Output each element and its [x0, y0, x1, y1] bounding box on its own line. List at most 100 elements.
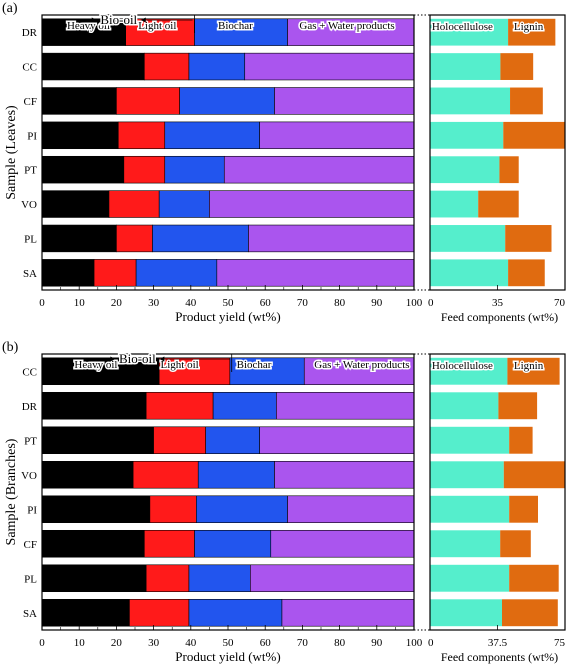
bar-biochar-cc	[188, 52, 246, 81]
bar-biochar-vo	[158, 190, 210, 218]
bar-gas-water-products-vo	[274, 460, 415, 489]
x-axis-label: Product yield (wt%)	[175, 309, 280, 324]
bar-lignin-cf	[500, 530, 531, 558]
bar-heavy-oil-pl	[41, 224, 117, 253]
series-label: Biochar	[218, 20, 253, 32]
series-label: Heavy oil	[74, 359, 117, 371]
bar-holocellulose-vo	[430, 190, 479, 218]
bar-light-oil-sa	[129, 598, 190, 627]
bar-heavy-oil-pl	[41, 564, 147, 593]
bar-light-oil-sa	[93, 259, 137, 287]
bar-gas-water-products-vo	[209, 190, 415, 218]
bar-heavy-oil-pi	[41, 495, 151, 524]
series-label: Biochar	[237, 359, 272, 371]
x-axis-label: Product yield (wt%)	[175, 649, 280, 664]
bar-lignin-cc	[507, 357, 560, 385]
bar-light-oil-pl	[116, 224, 153, 253]
y-axis-label: Sample (Leaves)	[4, 105, 19, 200]
x-tick-label: 90	[371, 297, 383, 309]
bar-holocellulose-dr	[430, 392, 499, 420]
bar-biochar-dr	[212, 391, 277, 420]
bar-heavy-oil-pt	[41, 426, 154, 455]
bar-light-oil-vo	[108, 190, 160, 218]
x-tick-label: 75	[554, 637, 566, 649]
x-tick-label: 70	[297, 637, 309, 649]
x-tick-label: 60	[260, 297, 272, 309]
x-tick-label: 100	[406, 297, 423, 309]
bar-lignin-pl	[509, 564, 559, 592]
x-tick-label: 30	[148, 297, 160, 309]
category-label: PT	[24, 165, 37, 177]
bar-lignin-cc	[500, 53, 534, 80]
x-axis-label: Feed components (wt%)	[441, 650, 558, 664]
panel-label: (a)	[2, 1, 18, 16]
bar-heavy-oil-sa	[41, 598, 130, 627]
category-label: CC	[22, 366, 37, 378]
x-tick-label: 10	[74, 297, 86, 309]
bar-gas-water-products-pl	[250, 564, 415, 593]
category-label: PI	[27, 130, 37, 142]
x-tick-label: 60	[260, 637, 272, 649]
bar-gas-water-products-cc	[244, 52, 415, 81]
x-tick-label: 100	[406, 637, 423, 649]
bar-gas-water-products-dr	[287, 18, 415, 46]
bar-holocellulose-pi	[430, 121, 504, 149]
x-tick-label: 0	[39, 637, 45, 649]
x-tick-label: 20	[111, 297, 123, 309]
bar-holocellulose-dr	[430, 18, 509, 46]
bar-holocellulose-cf	[430, 530, 501, 558]
bar-biochar-cc	[229, 357, 305, 386]
bar-holocellulose-cc	[430, 357, 508, 385]
category-label: CF	[24, 539, 37, 551]
bar-lignin-pl	[505, 225, 552, 252]
bar-lignin-pi	[509, 495, 538, 523]
bar-holocellulose-sa	[430, 599, 502, 627]
bar-biochar-sa	[135, 259, 218, 287]
bar-gas-water-products-sa	[216, 259, 415, 287]
bar-lignin-sa	[508, 259, 545, 287]
series-label: Gas + Water products	[314, 359, 409, 371]
arrow-head	[110, 356, 116, 362]
x-tick-label: 30	[148, 637, 160, 649]
x-tick-label: 80	[334, 297, 346, 309]
bar-heavy-oil-dr	[41, 391, 147, 420]
bar-holocellulose-pt	[430, 426, 510, 454]
bar-lignin-dr	[508, 18, 556, 46]
bar-biochar-cf	[194, 529, 272, 558]
x-tick-label: 70	[297, 297, 309, 309]
x-tick-label: 0	[39, 297, 45, 309]
series-label: Light oil	[138, 20, 176, 32]
bar-biochar-sa	[188, 598, 283, 627]
bar-gas-water-products-pi	[259, 121, 415, 150]
bar-heavy-oil-cc	[41, 52, 145, 81]
x-tick-label: 20	[111, 637, 123, 649]
bar-gas-water-products-cf	[274, 87, 415, 115]
series-label: Gas + Water products	[299, 20, 394, 32]
panel-label: (b)	[2, 340, 19, 355]
bar-gas-water-products-pl	[248, 224, 415, 253]
bar-biochar-pl	[152, 224, 249, 253]
category-label: VO	[21, 470, 37, 482]
bar-light-oil-cc	[158, 357, 231, 386]
x-tick-label: 70	[554, 297, 566, 309]
bar-biochar-pt	[205, 426, 260, 455]
bar-heavy-oil-vo	[41, 190, 110, 218]
bar-biochar-pi	[164, 121, 260, 150]
x-tick-label: 50	[223, 297, 235, 309]
series-label: Heavy oil	[67, 20, 110, 32]
bar-holocellulose-pt	[430, 156, 500, 184]
bar-lignin-vo	[503, 461, 565, 489]
x-tick-label: 35	[492, 297, 504, 309]
x-tick-label: 40	[185, 297, 197, 309]
bar-holocellulose-pl	[430, 225, 506, 252]
bar-light-oil-dr	[145, 391, 214, 420]
bar-biochar-pt	[164, 155, 225, 184]
bar-holocellulose-sa	[430, 259, 509, 287]
bar-light-oil-dr	[125, 18, 195, 46]
series-label: Light oil	[161, 359, 199, 371]
bar-light-oil-pt	[123, 155, 166, 184]
category-label: DR	[22, 27, 38, 39]
bar-gas-water-products-pi	[287, 495, 415, 524]
arrow-head	[91, 17, 97, 23]
